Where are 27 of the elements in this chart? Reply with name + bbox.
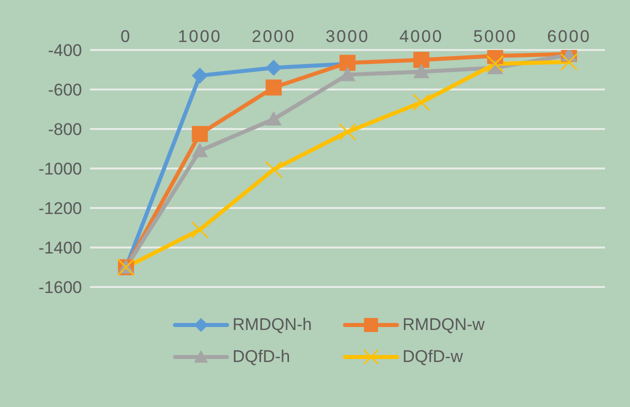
point	[192, 142, 208, 158]
point	[413, 64, 430, 78]
x-tick-label: 2000	[252, 27, 296, 46]
point	[266, 111, 282, 126]
y-tick-label: -1600	[38, 278, 82, 298]
y-tick-label: -1200	[38, 199, 82, 218]
y-tick-label: -400	[48, 41, 82, 60]
x-tick-label: 5000	[473, 27, 518, 46]
point	[266, 60, 282, 76]
legend-label: RMDQN-h	[232, 315, 312, 335]
y-tick-label: -1000	[38, 160, 82, 179]
legend-label: RMDQN-w	[402, 315, 485, 335]
y-tick-label: -600	[48, 80, 82, 100]
point	[192, 68, 208, 84]
x-tick-label: 1000	[178, 27, 222, 46]
legend-label: DQfD-w	[402, 347, 463, 367]
point	[413, 52, 430, 68]
x-tick-label: 6000	[547, 27, 591, 46]
point	[192, 126, 208, 142]
point	[340, 66, 356, 82]
y-tick-label: -1400	[38, 238, 82, 258]
legend-label: DQfD-h	[232, 347, 290, 367]
x-tick-label: 3000	[326, 27, 370, 46]
x-tick-label: 0	[120, 27, 132, 46]
x-tick-label: 4000	[399, 27, 444, 46]
y-tick-label: -800	[48, 120, 82, 140]
point	[266, 80, 282, 96]
